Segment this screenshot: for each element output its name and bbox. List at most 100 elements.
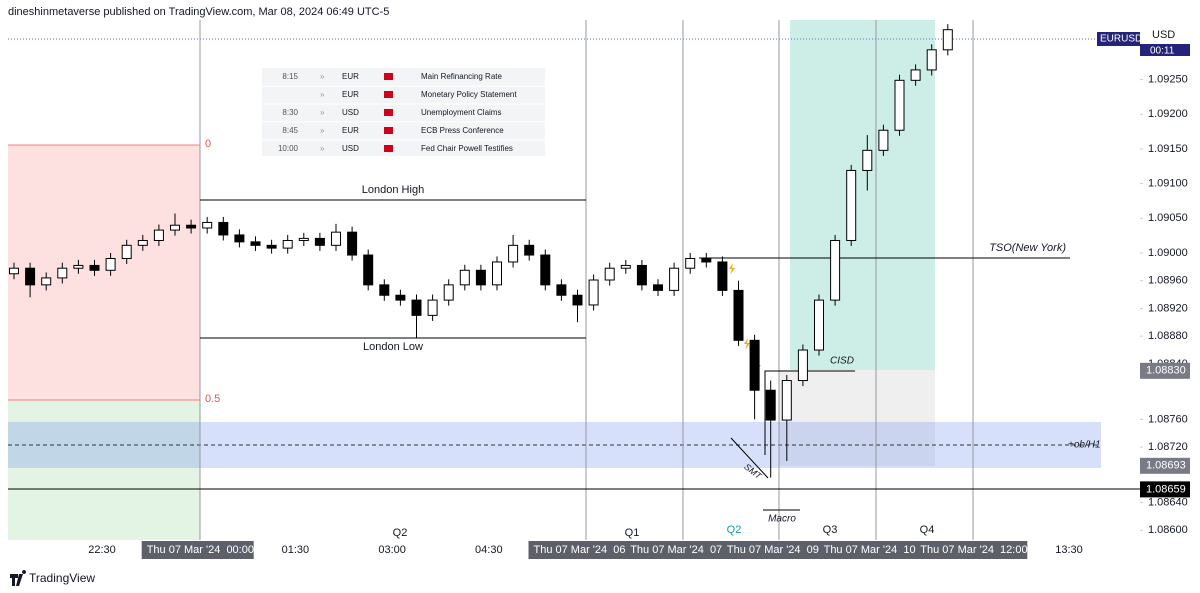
symbol-tag-label: EURUSD <box>1100 34 1142 45</box>
x-tick-label: Thu 07 Mar '24 12:00 <box>920 544 1027 556</box>
candle-body <box>797 349 808 382</box>
candle-body <box>653 284 663 291</box>
candle-body <box>620 264 631 269</box>
price-tag-label: 1.08659 <box>1146 483 1186 495</box>
x-tick-label: Thu 07 Mar '24 00:00 <box>147 544 254 556</box>
candle-body <box>202 221 213 229</box>
x-tick-label: 13:30 <box>1055 544 1083 556</box>
candle-body <box>105 258 116 271</box>
time-label-box <box>915 541 1028 559</box>
quarter-label: Q2 <box>727 524 742 536</box>
event-name: Unemployment Claims <box>421 108 501 117</box>
y-tick-label: 1.08600 <box>1148 524 1188 536</box>
event-time: 8:15 <box>282 72 298 81</box>
event-name: ECB Press Conference <box>421 126 504 135</box>
stop-box <box>779 370 935 466</box>
candle-body <box>685 258 696 269</box>
candle-body <box>41 277 52 286</box>
candle-body <box>427 299 438 316</box>
candle-body <box>830 239 841 301</box>
tso-label: TSO(New York) <box>989 242 1066 254</box>
candle-body <box>282 239 293 249</box>
macro-label: Macro <box>768 514 796 525</box>
y-tick-label: 1.08880 <box>1148 330 1188 342</box>
candle-body <box>475 269 486 286</box>
candle-body <box>749 339 760 391</box>
candle-body <box>942 29 953 51</box>
y-tick-label: 1.09250 <box>1148 74 1188 86</box>
candle-body <box>395 294 406 301</box>
candle-body <box>572 294 583 306</box>
brand: TradingView <box>29 571 95 585</box>
candle-body <box>170 224 180 231</box>
candle-body <box>363 254 374 286</box>
y-tick-label: 1.08640 <box>1148 496 1188 508</box>
candle-body <box>636 264 647 286</box>
y-tick-label: 1.08960 <box>1148 275 1188 287</box>
quarter-label: Q3 <box>823 524 838 536</box>
cisd-line <box>764 370 855 455</box>
price-tag <box>1140 481 1190 498</box>
candle-body <box>121 244 132 260</box>
price-tag-label: 1.08693 <box>1146 460 1186 472</box>
candle-body <box>814 299 824 351</box>
candle-body <box>669 267 680 291</box>
x-tick-label: 04:30 <box>475 544 503 556</box>
candle-body <box>443 284 454 301</box>
x-tick-label: 22:30 <box>88 544 116 556</box>
event-flag <box>384 73 393 80</box>
candle-body <box>250 241 261 246</box>
candle-body <box>234 234 245 243</box>
price-tag-label: 1.08830 <box>1146 365 1186 377</box>
event-impact: » <box>320 72 325 81</box>
quarter-label: Q2 <box>393 527 408 539</box>
lightning-icon <box>744 338 750 350</box>
candle-body <box>910 69 921 81</box>
y-tick-label: 1.08920 <box>1148 302 1188 314</box>
y-tick-label: 1.09100 <box>1148 178 1188 190</box>
event-time: 8:45 <box>282 126 298 135</box>
y-tick-label: 1.08720 <box>1148 441 1188 453</box>
brand-logo <box>10 570 27 586</box>
y-tick-label: 1.09150 <box>1148 143 1188 155</box>
x-tick-label: Thu 07 Mar '24 10: <box>824 544 919 556</box>
x-tick-label: Thu 07 Mar '24 06:0 <box>534 544 635 556</box>
fib-label: 0.5 <box>205 393 220 405</box>
time-label-box <box>721 541 834 559</box>
candle-body <box>846 169 857 241</box>
candle-body <box>9 267 19 275</box>
candle-body <box>89 264 100 271</box>
event-impact: » <box>320 126 325 135</box>
event-currency: USD <box>342 108 359 117</box>
time-label-box <box>818 541 931 559</box>
countdown: 00:11 <box>1150 46 1175 57</box>
candle-body <box>588 279 599 306</box>
event-flag <box>384 109 393 116</box>
candle-body <box>862 149 873 171</box>
candle-body <box>25 267 36 286</box>
candle-body <box>701 258 712 263</box>
candle-body <box>186 224 197 229</box>
candle-body <box>298 237 309 241</box>
event-impact: » <box>320 144 325 153</box>
candle-body <box>347 231 358 256</box>
event-currency: EUR <box>342 126 359 135</box>
y-tick-label: 1.08760 <box>1148 413 1188 425</box>
candle-body <box>926 49 937 71</box>
time-label-box <box>528 541 641 559</box>
cisd-label: CISD <box>830 356 854 367</box>
currency-label: USD <box>1152 29 1175 41</box>
candle-body <box>556 284 567 296</box>
candle-body <box>765 389 776 421</box>
event-name: Fed Chair Powell Testifies <box>421 144 513 153</box>
event-name: Monetary Policy Statement <box>421 90 517 99</box>
discount-zone <box>8 400 200 540</box>
time-label-box <box>625 541 738 559</box>
quarter-label: Q4 <box>920 524 935 536</box>
fib-label: 0 <box>205 138 211 150</box>
candle-body <box>153 229 164 241</box>
y-tick-label: 1.09000 <box>1148 247 1188 259</box>
event-currency: EUR <box>342 72 359 81</box>
header: dineshinmetaverse published on TradingVi… <box>8 6 389 18</box>
smt-line <box>730 437 769 479</box>
